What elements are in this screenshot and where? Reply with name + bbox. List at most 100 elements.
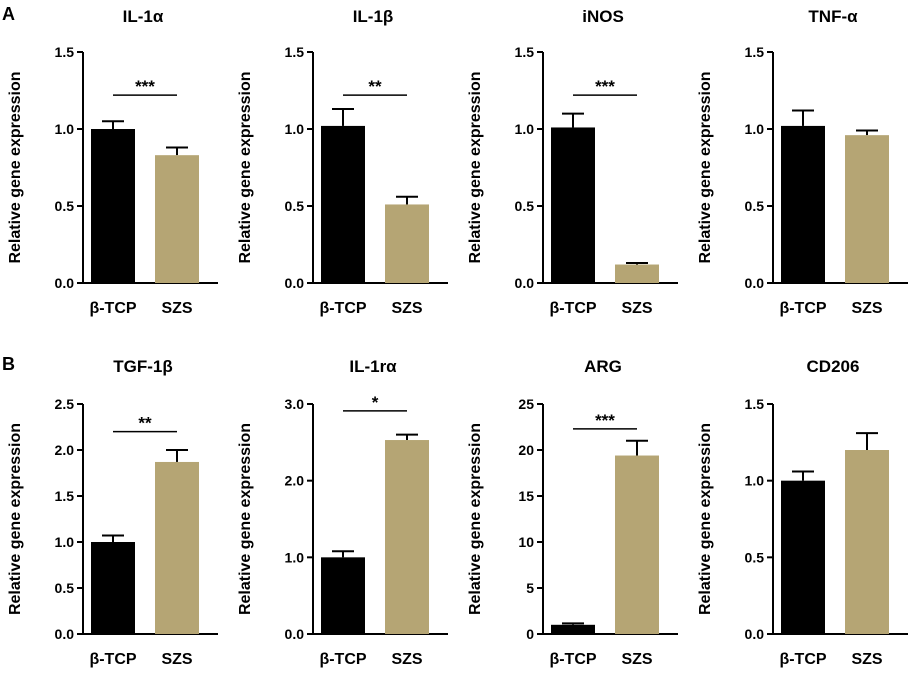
chart-8: CD206 Relative gene expression 0.0 0.5 1.0 1.…	[697, 357, 908, 668]
chart-6-bar-control	[321, 557, 365, 634]
chart-8-ytick-label: 1.0	[745, 473, 765, 489]
chart-7-ytick-label: 15	[518, 488, 534, 504]
chart-8-ylabel: Relative gene expression	[697, 423, 714, 615]
chart-6-ytick-label: 2.0	[285, 473, 305, 489]
chart-7-ylabel: Relative gene expression	[467, 423, 484, 615]
chart-4-title: TNF-α	[808, 7, 858, 26]
chart-4-bar-control	[781, 125, 825, 283]
chart-5-bar-control	[91, 542, 135, 634]
chart-8-ytick-label: 0.0	[745, 626, 765, 642]
chart-7-bar-treatment	[615, 455, 659, 634]
chart-2-category-label: SZS	[391, 300, 422, 317]
chart-1-category-label: SZS	[161, 300, 192, 317]
chart-2-ylabel: Relative gene expression	[237, 71, 254, 263]
chart-1-ytick-label: 0.5	[55, 198, 75, 214]
chart-6-category-label: β-TCP	[319, 651, 366, 668]
panel-label-a: A	[2, 4, 15, 24]
chart-5-ytick-label: 0.5	[55, 580, 75, 596]
chart-3-ytick-label: 1.0	[515, 121, 535, 137]
chart-6-ytick-label: 0.0	[285, 626, 305, 642]
chart-3-category-label: SZS	[621, 300, 652, 317]
chart-6-ylabel: Relative gene expression	[237, 423, 254, 615]
chart-7-ytick-label: 0	[526, 626, 534, 642]
chart-8-ytick-label: 0.5	[745, 549, 765, 565]
chart-7-category-label: β-TCP	[549, 651, 596, 668]
chart-7-bar-control	[551, 624, 595, 634]
chart-2-category-label: β-TCP	[319, 300, 366, 317]
chart-7-ytick-label: 5	[526, 580, 534, 596]
chart-2: IL-1β Relative gene expression 0.0 0.5 1.0 1.…	[237, 7, 448, 317]
chart-8-bar-control	[781, 480, 825, 634]
chart-5-ylabel: Relative gene expression	[7, 423, 24, 615]
chart-3-ylabel: Relative gene expression	[467, 71, 484, 263]
chart-7-category-label: SZS	[621, 651, 652, 668]
chart-2-bar-treatment	[385, 204, 429, 283]
chart-7-ytick-label: 10	[518, 534, 534, 550]
chart-4-ytick-label: 1.5	[745, 44, 765, 60]
chart-7-ytick-label: 25	[518, 396, 534, 412]
chart-4-ytick-label: 1.0	[745, 121, 765, 137]
chart-1-ylabel: Relative gene expression	[7, 71, 24, 263]
chart-3-bar-control	[551, 127, 595, 284]
chart-6-ytick-label: 1.0	[285, 549, 305, 565]
chart-2-ytick-label: 0.5	[285, 198, 305, 214]
chart-5-ytick-label: 2.5	[55, 396, 75, 412]
chart-1-significance-label: ***	[135, 77, 155, 96]
chart-1-bar-treatment	[155, 155, 199, 283]
chart-1: IL-1α Relative gene expression 0.0 0.5 1.0 1.…	[7, 7, 218, 317]
chart-8-ytick-label: 1.5	[745, 396, 765, 412]
chart-3-bar-treatment	[615, 264, 659, 283]
chart-2-ytick-label: 1.5	[285, 44, 305, 60]
chart-4-ytick-label: 0.5	[745, 198, 765, 214]
chart-7-ytick-label: 20	[518, 442, 534, 458]
chart-2-ytick-label: 0.0	[285, 275, 305, 291]
chart-5-category-label: β-TCP	[89, 651, 136, 668]
chart-5: TGF-1β Relative gene expression 0.0 0.5 1.0 1…	[7, 357, 218, 668]
chart-5-ytick-label: 1.5	[55, 488, 75, 504]
chart-8-category-label: SZS	[851, 651, 882, 668]
chart-3: iNOS Relative gene expression 0.0 0.5 1.0 1.5…	[467, 7, 678, 317]
chart-6-title: IL-1rα	[349, 357, 397, 376]
chart-2-significance-label: **	[368, 77, 382, 96]
chart-7: ARG Relative gene expression 0 5 10 15 20 25 β-T…	[467, 357, 678, 668]
chart-5-significance-label: **	[138, 414, 152, 433]
chart-2-title: IL-1β	[353, 7, 394, 26]
chart-4-bar-treatment	[845, 135, 889, 283]
chart-1-ytick-label: 1.5	[55, 44, 75, 60]
chart-1-ytick-label: 1.0	[55, 121, 75, 137]
chart-6-bar-treatment	[385, 440, 429, 634]
chart-3-ytick-label: 0.5	[515, 198, 535, 214]
chart-4-ytick-label: 0.0	[745, 275, 765, 291]
chart-8-bar-treatment	[845, 450, 889, 634]
chart-2-ytick-label: 1.0	[285, 121, 305, 137]
chart-6: IL-1rα Relative gene expression 0.0 1.0 2.0 3…	[237, 357, 448, 668]
chart-4-ylabel: Relative gene expression	[697, 71, 714, 263]
chart-3-ytick-label: 1.5	[515, 44, 535, 60]
chart-4-category-label: β-TCP	[779, 300, 826, 317]
chart-5-ytick-label: 1.0	[55, 534, 75, 550]
chart-6-significance-label: *	[372, 393, 379, 412]
chart-1-ytick-label: 0.0	[55, 275, 75, 291]
chart-8-category-label: β-TCP	[779, 651, 826, 668]
chart-6-ytick-label: 3.0	[285, 396, 305, 412]
chart-5-ytick-label: 0.0	[55, 626, 75, 642]
chart-3-significance-label: ***	[595, 77, 615, 96]
chart-5-ytick-label: 2.0	[55, 442, 75, 458]
chart-7-title: ARG	[584, 357, 622, 376]
chart-5-bar-treatment	[155, 461, 199, 634]
chart-1-title: IL-1α	[123, 7, 164, 26]
chart-4: TNF-α Relative gene expression 0.0 0.5 1.0 1.…	[697, 7, 908, 317]
chart-6-category-label: SZS	[391, 651, 422, 668]
chart-4-category-label: SZS	[851, 300, 882, 317]
chart-1-bar-control	[91, 129, 135, 283]
chart-7-significance-label: ***	[595, 411, 615, 430]
chart-3-title: iNOS	[582, 7, 624, 26]
chart-2-bar-control	[321, 125, 365, 283]
chart-3-ytick-label: 0.0	[515, 275, 535, 291]
chart-5-category-label: SZS	[161, 651, 192, 668]
chart-1-category-label: β-TCP	[89, 300, 136, 317]
chart-5-title: TGF-1β	[113, 357, 172, 376]
panel-label-b: B	[2, 354, 15, 374]
chart-3-category-label: β-TCP	[549, 300, 596, 317]
